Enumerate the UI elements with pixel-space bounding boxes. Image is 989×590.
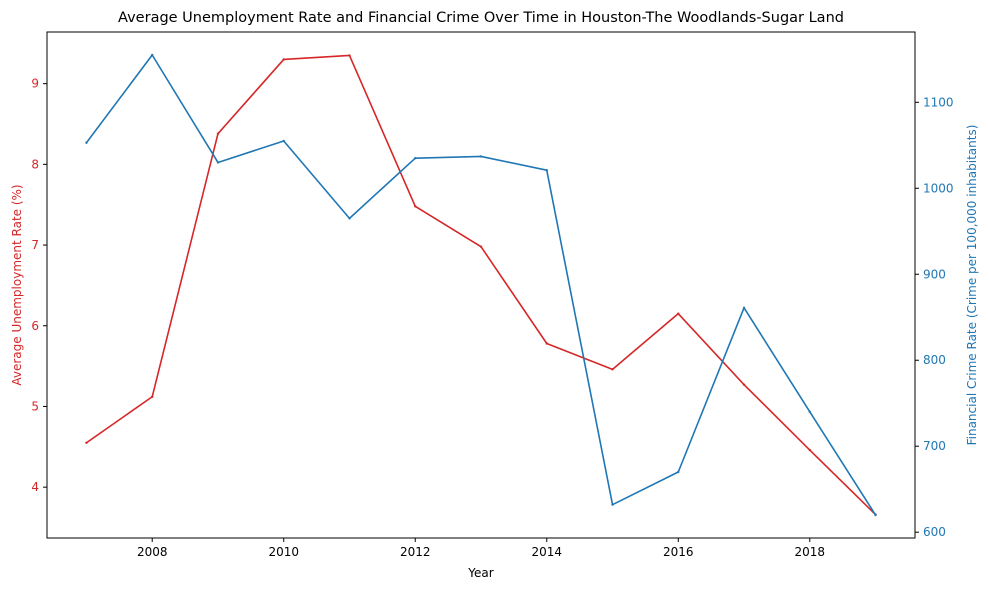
plot-area-frame xyxy=(46,31,916,539)
x-tick-label: 2008 xyxy=(137,545,168,559)
x-tick-label: 2016 xyxy=(663,545,694,559)
financial-crime-point xyxy=(479,155,483,158)
x-axis-ticks: 2008 2010 2012 2014 2016 2018 xyxy=(137,538,825,559)
right-y-tick-label: 800 xyxy=(923,353,946,367)
unemployment-point xyxy=(348,54,351,57)
left-y-tick-label: 9 xyxy=(31,77,39,91)
x-axis-label: Year xyxy=(467,566,493,580)
x-tick-label: 2014 xyxy=(531,545,562,559)
right-y-axis-ticks: 600 700 800 900 1000 1100 xyxy=(915,95,954,539)
series-lines xyxy=(85,53,877,517)
financial-crime-point xyxy=(282,139,285,143)
right-y-tick-label: 600 xyxy=(923,525,946,539)
left-y-tick-label: 5 xyxy=(31,399,39,413)
financial-crime-point xyxy=(677,470,680,474)
unemployment-point xyxy=(282,58,285,61)
x-tick-label: 2012 xyxy=(400,545,431,559)
financial-crime-point xyxy=(611,503,614,506)
unemployment-point xyxy=(611,368,614,371)
financial-crime-point xyxy=(348,217,351,220)
unemployment-point xyxy=(479,245,483,248)
chart-title: Average Unemployment Rate and Financial … xyxy=(118,10,844,26)
financial-crime-point xyxy=(85,141,88,144)
x-tick-label: 2010 xyxy=(268,545,299,559)
x-tick-label: 2018 xyxy=(795,545,826,559)
financial-crime-point xyxy=(216,161,220,164)
right-y-tick-label: 700 xyxy=(923,439,946,453)
right-y-tick-label: 1100 xyxy=(923,95,954,109)
left-y-axis-label: Average Unemployment Rate (%) xyxy=(10,184,24,385)
financial-crime-point xyxy=(151,53,154,57)
financial-crime-point xyxy=(808,410,811,414)
right-y-axis-label: Financial Crime Rate (Crime per 100,000 … xyxy=(965,125,979,446)
unemployment-point xyxy=(808,448,811,452)
financial-crime-point xyxy=(742,306,746,309)
unemployment-point xyxy=(151,395,154,398)
unemployment-point xyxy=(742,383,746,386)
left-y-tick-label: 7 xyxy=(31,238,39,252)
unemployment-point xyxy=(85,441,88,444)
unemployment-point xyxy=(414,205,417,208)
financial-crime-point xyxy=(874,513,877,517)
left-y-tick-label: 6 xyxy=(31,319,39,333)
financial-crime-point xyxy=(414,156,417,160)
left-y-tick-label: 4 xyxy=(31,480,39,494)
right-y-tick-label: 1000 xyxy=(923,181,954,195)
unemployment-point xyxy=(216,132,220,135)
unemployment-point xyxy=(677,312,680,315)
financial-crime-point xyxy=(545,169,548,172)
right-y-tick-label: 900 xyxy=(923,267,946,281)
left-y-tick-label: 8 xyxy=(31,157,39,171)
left-y-axis-ticks: 4 5 6 7 8 9 xyxy=(31,77,47,494)
unemployment-point xyxy=(545,342,548,345)
